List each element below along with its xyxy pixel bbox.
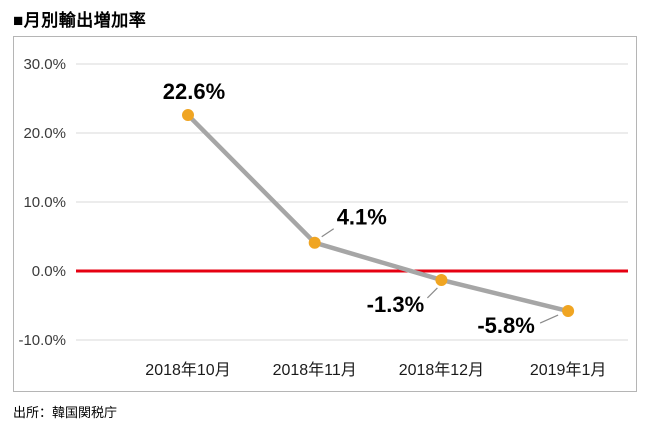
data-point-label: 4.1% bbox=[337, 205, 387, 230]
label-leader-line bbox=[321, 228, 335, 238]
label-leader-line bbox=[426, 287, 438, 299]
label-leader-line bbox=[539, 314, 559, 324]
data-point-marker bbox=[435, 273, 448, 286]
data-point-label: -1.3% bbox=[367, 292, 424, 317]
x-axis-tick-label: 2019年1月 bbox=[530, 361, 607, 379]
data-point-marker bbox=[308, 236, 321, 249]
y-axis-tick-label: 20.0% bbox=[23, 125, 66, 142]
x-axis-tick-label: 2018年11月 bbox=[273, 361, 357, 379]
data-point-label: -5.8% bbox=[477, 313, 534, 338]
data-line bbox=[185, 112, 571, 314]
y-axis-tick-label: -10.0% bbox=[18, 332, 66, 349]
chart-title: ■月別輸出増加率 bbox=[13, 11, 147, 30]
chart-container: 30.0% 20.0% 10.0% 0.0% -10.0% 22.6% 2018年10月 4.… bbox=[13, 36, 637, 392]
x-axis-tick-label: 2018年10月 bbox=[145, 361, 230, 379]
y-axis-tick-label: 10.0% bbox=[23, 194, 66, 211]
data-point-label: 22.6% bbox=[163, 79, 225, 104]
y-axis-tick-label: 0.0% bbox=[32, 263, 66, 280]
source-note: 出所：韓国関税庁 bbox=[13, 405, 118, 420]
x-axis-tick-label: 2018年12月 bbox=[399, 361, 484, 379]
y-axis-tick-label: 30.0% bbox=[23, 56, 66, 73]
data-point-marker bbox=[562, 305, 575, 318]
line-chart-svg: 30.0% 20.0% 10.0% 0.0% -10.0% 22.6% 2018年10月 4.… bbox=[18, 56, 628, 379]
data-point-marker bbox=[182, 109, 194, 122]
